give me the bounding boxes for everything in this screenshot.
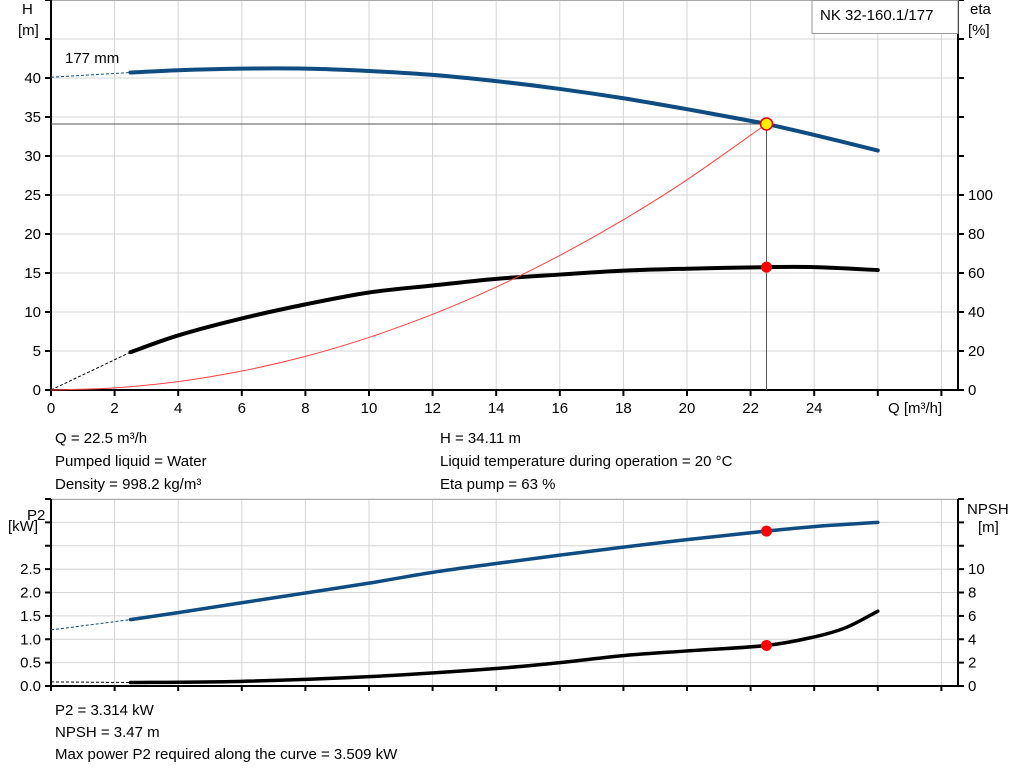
bottom-tick-label: 6 bbox=[238, 400, 246, 417]
bottom-tick-label: 10 bbox=[361, 400, 378, 417]
power-npsh-chart: 0.0 0.5 1.0 1.5 2.0 2.5 0 2 4 6 8 10 bbox=[20, 498, 985, 695]
power-P2-curve bbox=[128, 520, 880, 622]
left-tick-label: 20 bbox=[24, 226, 41, 243]
left-tick-label: 35 bbox=[24, 109, 41, 126]
efficiency-curve bbox=[128, 264, 880, 355]
info-density: Density = 998.2 kg/m³ bbox=[55, 476, 202, 493]
right-tick-label: 80 bbox=[968, 226, 985, 243]
left-tick-label: 2.0 bbox=[20, 585, 41, 602]
right-tick-label: 100 bbox=[968, 187, 993, 204]
eta-axis-label: eta bbox=[970, 1, 992, 18]
right-tick-label: 10 bbox=[968, 561, 985, 578]
right-tick-label: 0 bbox=[968, 678, 976, 695]
left-tick-label: 1.5 bbox=[20, 608, 41, 625]
eta-duty-point bbox=[761, 261, 772, 273]
head-extrapolated-line bbox=[50, 72, 131, 78]
NPSH-curve bbox=[128, 609, 880, 685]
q-axis-label: Q [m³/h] bbox=[888, 400, 942, 417]
efficiency-extrapolated-line bbox=[50, 351, 131, 391]
bottom-tick-label: 22 bbox=[742, 400, 759, 417]
p2-axis-unit: [kW] bbox=[8, 518, 38, 535]
bottom-tick-label: 20 bbox=[679, 400, 696, 417]
bottom-tick-label: 18 bbox=[615, 400, 632, 417]
info-flow: Q = 22.5 m³/h bbox=[55, 430, 148, 447]
h-axis-label: H bbox=[22, 1, 33, 18]
left-tick-label: 40 bbox=[24, 70, 41, 87]
right-tick-label: 4 bbox=[968, 631, 976, 648]
system-curve-curve bbox=[50, 123, 767, 391]
left-tick-label: 2.5 bbox=[20, 561, 41, 578]
left-tick-label: 10 bbox=[24, 304, 41, 321]
left-tick-label: 15 bbox=[24, 265, 41, 282]
impeller-diameter-label: 177 mm bbox=[65, 50, 119, 67]
left-tick-label: 0 bbox=[33, 382, 41, 399]
left-tick-label: 0.0 bbox=[20, 678, 41, 695]
info-p2: P2 = 3.314 kW bbox=[55, 702, 154, 719]
info-head: H = 34.11 m bbox=[440, 430, 522, 447]
NPSH-extrapolated-line bbox=[50, 681, 131, 683]
bottom-tick-label: 16 bbox=[551, 400, 568, 417]
info-npsh: NPSH = 3.47 m bbox=[55, 724, 160, 741]
p2-axis-label: P2 bbox=[27, 507, 45, 524]
npsh-duty-point bbox=[761, 639, 772, 651]
right-tick-label: 40 bbox=[968, 304, 985, 321]
right-tick-label: 2 bbox=[968, 655, 976, 672]
right-tick-label: 8 bbox=[968, 585, 976, 602]
bottom-tick-label: 0 bbox=[47, 400, 55, 417]
left-tick-label: 30 bbox=[24, 148, 41, 165]
left-tick-label: 1.0 bbox=[20, 631, 41, 648]
bottom-tick-label: 2 bbox=[110, 400, 118, 417]
bottom-tick-label: 14 bbox=[488, 400, 505, 417]
eta-axis-unit: [%] bbox=[968, 22, 990, 39]
right-tick-label: 20 bbox=[968, 343, 985, 360]
info-eta: Eta pump = 63 % bbox=[440, 476, 556, 493]
right-tick-label: 0 bbox=[968, 382, 976, 399]
bottom-tick-label: 12 bbox=[424, 400, 441, 417]
head-duty-point bbox=[759, 117, 774, 131]
left-tick-label: 0.5 bbox=[20, 655, 41, 672]
info-temperature: Liquid temperature during operation = 20… bbox=[440, 453, 733, 470]
info-liquid: Pumped liquid = Water bbox=[55, 453, 207, 470]
right-tick-label: 60 bbox=[968, 265, 985, 282]
h-axis-unit: [m] bbox=[18, 22, 39, 39]
info-max-p2: Max power P2 required along the curve = … bbox=[55, 746, 398, 763]
bottom-tick-label: 24 bbox=[806, 400, 823, 417]
power-P2-extrapolated-line bbox=[50, 619, 131, 631]
bottom-tick-label: 8 bbox=[301, 400, 309, 417]
right-tick-label: 6 bbox=[968, 608, 976, 625]
model-legend-box bbox=[811, 0, 959, 34]
npsh-axis-label: NPSH bbox=[967, 501, 1009, 518]
left-tick-label: 5 bbox=[33, 343, 41, 360]
npsh-axis-unit: [m] bbox=[978, 519, 999, 536]
model-label: NK 32-160.1/177 bbox=[820, 7, 933, 24]
p2-duty-point bbox=[761, 525, 772, 537]
left-tick-label: 25 bbox=[24, 187, 41, 204]
bottom-tick-label: 4 bbox=[174, 400, 182, 417]
head-curve bbox=[128, 66, 880, 153]
